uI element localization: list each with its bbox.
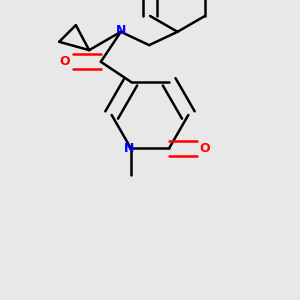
Text: O: O [60, 55, 70, 68]
Text: O: O [200, 142, 210, 155]
Text: N: N [116, 24, 126, 37]
Text: N: N [124, 142, 134, 155]
